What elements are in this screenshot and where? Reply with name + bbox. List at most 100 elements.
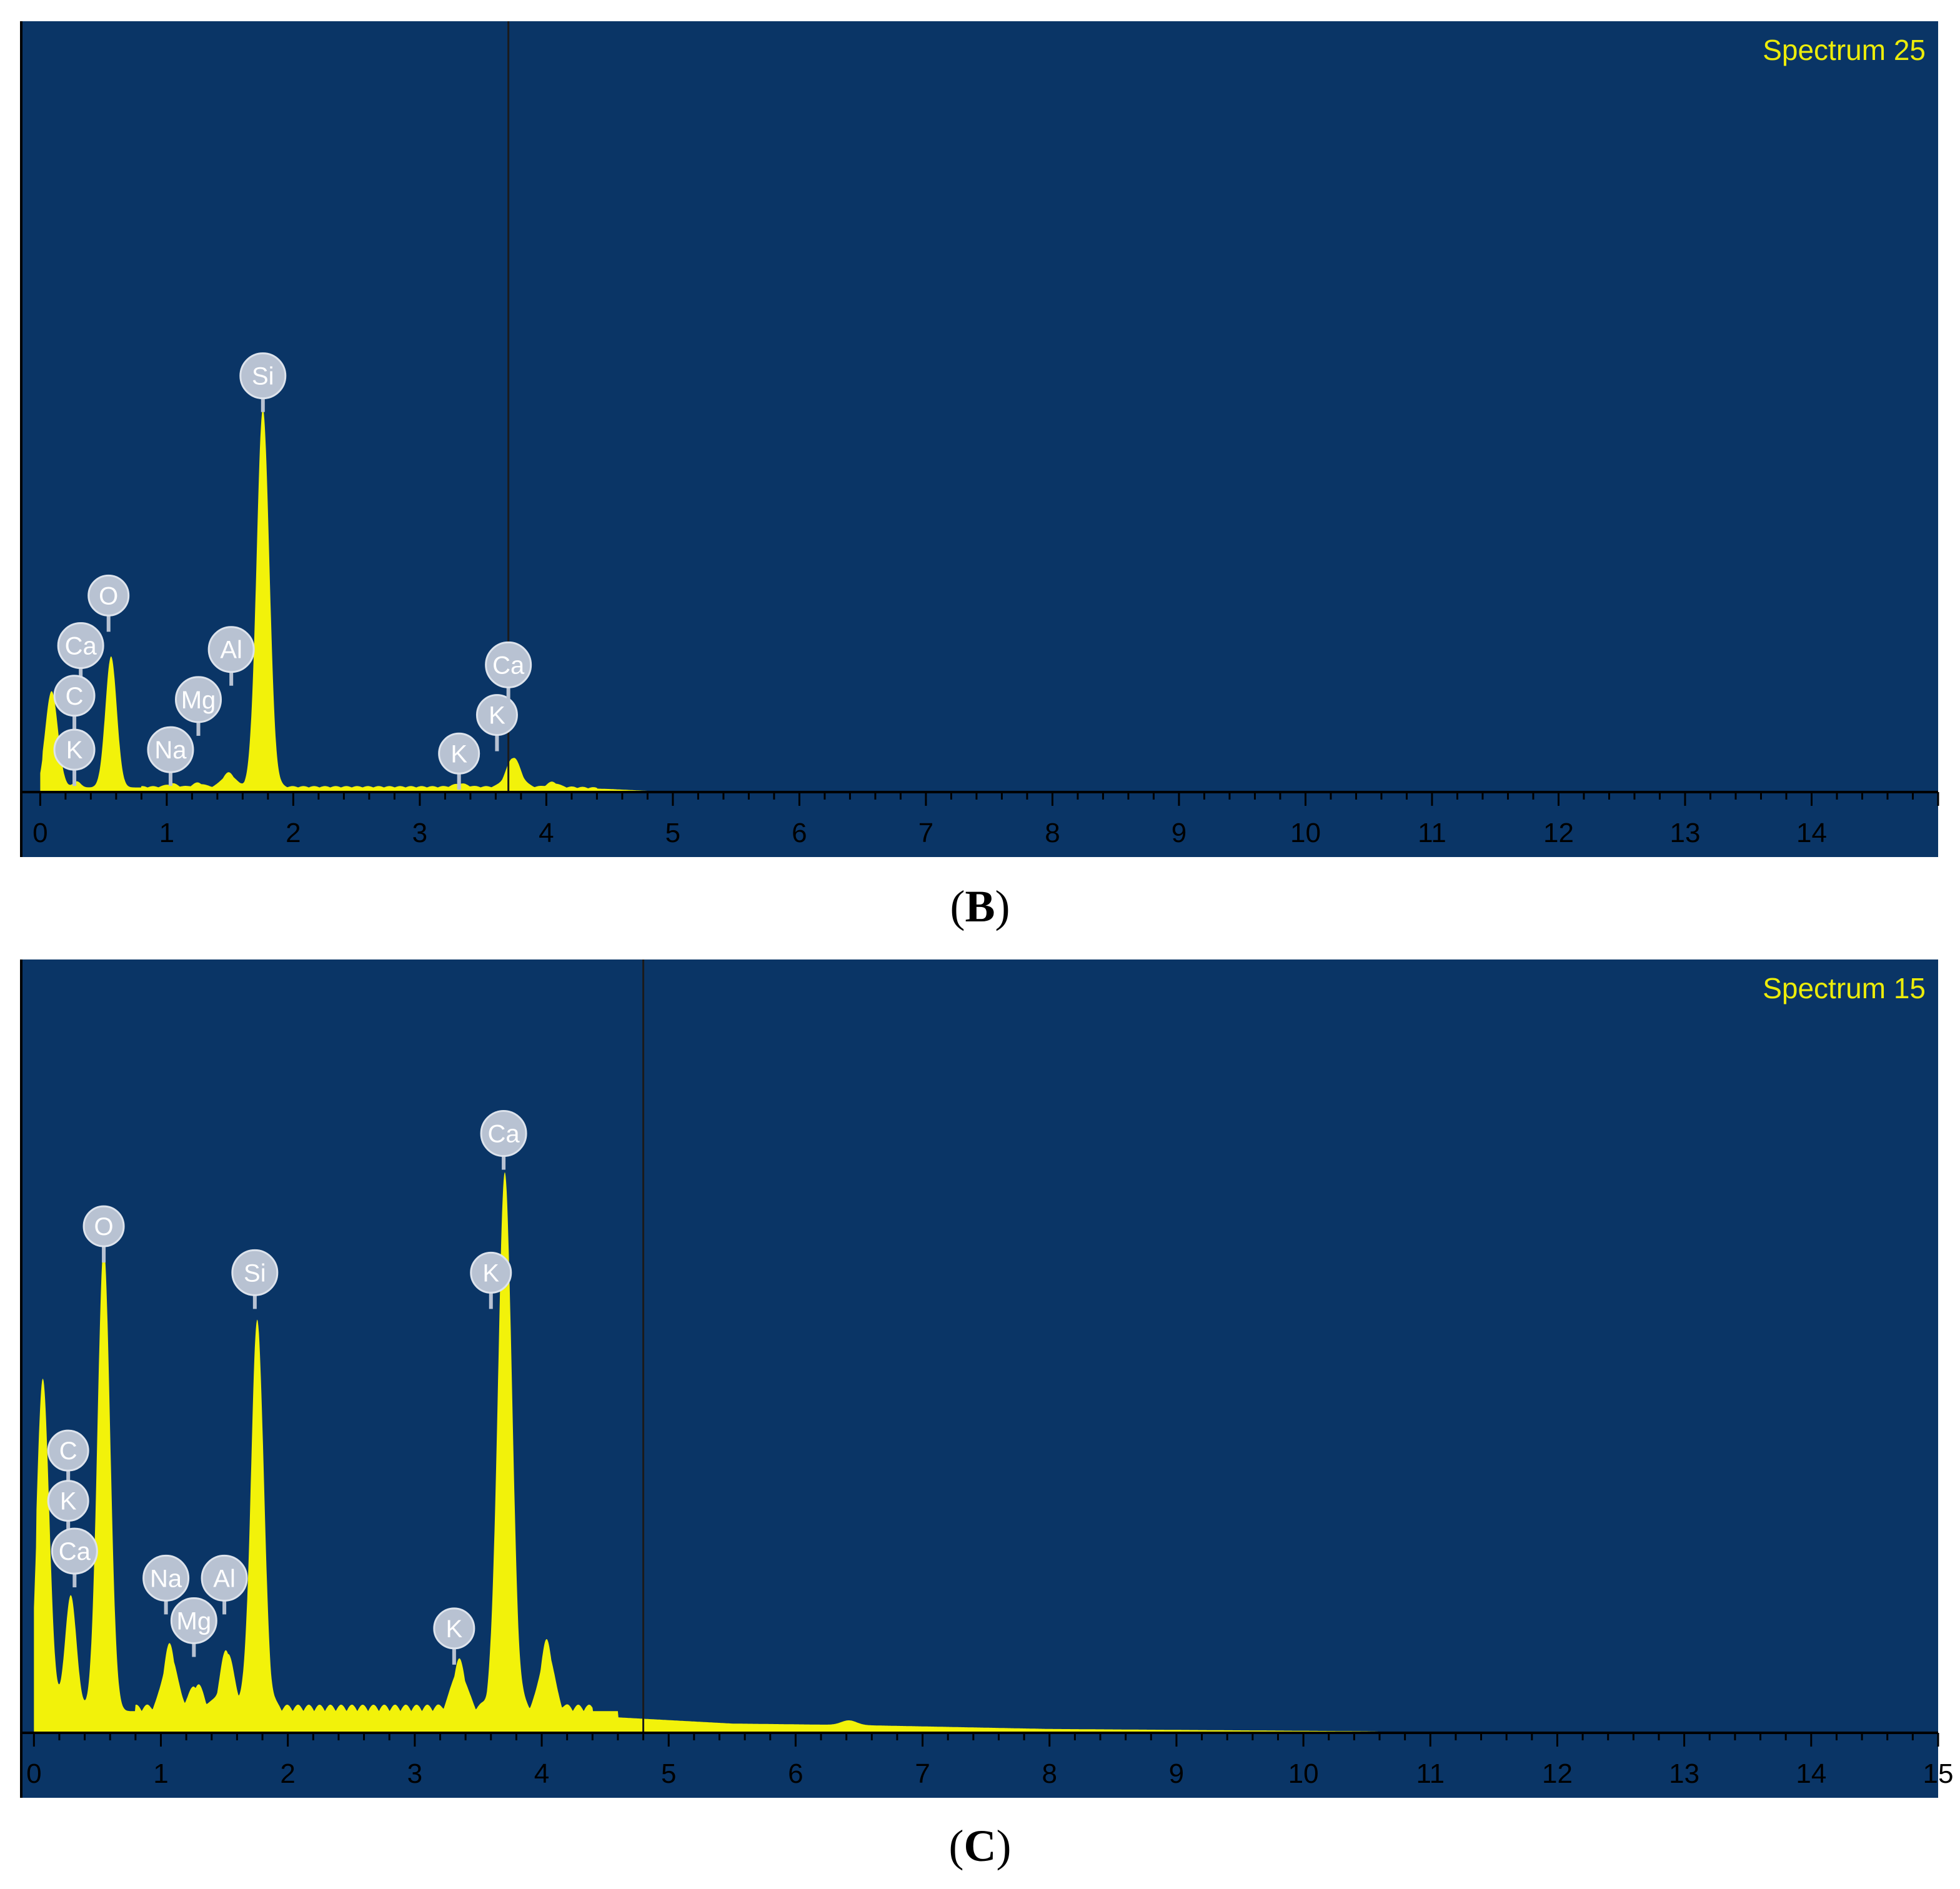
x-tick-label: 13 [1669, 1758, 1699, 1789]
element-label: Mg [177, 1607, 212, 1635]
element-label: Ca [59, 1538, 91, 1565]
spectrum-panel-c: 0 1 2 3 4 5 6 7 8 9 10 11 12 13 14 15 Spectrum 15 O C K Ca Na… [0, 943, 1960, 1889]
x-tick-label: 4 [539, 818, 554, 848]
marker-badge [485, 641, 532, 688]
element-marker: O [87, 574, 130, 632]
element-marker: Na [142, 1554, 190, 1615]
x-tick-label: 0 [26, 1758, 41, 1789]
panel-caption-b: (B) [950, 881, 1010, 931]
element-marker: K [475, 694, 518, 751]
x-tick-label: 5 [661, 1758, 676, 1789]
element-label: K [66, 736, 83, 764]
element-marker: Ca [57, 622, 104, 682]
x-tick-label: 1 [159, 818, 174, 848]
element-label: Na [154, 736, 187, 764]
x-tick-label: 10 [1288, 1758, 1319, 1789]
element-label: C [59, 1437, 77, 1465]
element-marker: Na [147, 726, 194, 786]
element-label: Si [244, 1259, 266, 1287]
x-tick-label: 6 [792, 818, 807, 848]
element-label: C [66, 683, 84, 710]
element-marker: K [53, 728, 96, 786]
x-tick-label: 8 [1045, 818, 1060, 848]
x-tick-label: 3 [412, 818, 427, 848]
marker-badge [51, 1527, 98, 1575]
marker-badge [475, 694, 518, 736]
x-tick-label: 12 [1542, 1758, 1573, 1789]
x-tick-label: 7 [915, 1758, 930, 1789]
x-tick-label: 1 [153, 1758, 168, 1789]
element-marker: Si [231, 1249, 279, 1309]
panel-caption-c: (C) [948, 1821, 1012, 1871]
x-tick-label: 13 [1670, 818, 1701, 848]
element-label: K [450, 740, 467, 768]
element-label: Si [252, 363, 274, 390]
x-tick-label: 11 [1418, 818, 1446, 848]
marker-badge [87, 574, 130, 617]
element-marker: Ca [485, 641, 532, 702]
element-label: O [99, 582, 118, 610]
element-label: K [489, 702, 505, 730]
x-tick-label: 4 [534, 1758, 549, 1789]
marker-badge [47, 1480, 89, 1522]
element-label: Ca [65, 633, 97, 660]
plot-background [21, 959, 1938, 1798]
marker-badge [53, 728, 96, 771]
marker-badge [147, 726, 194, 773]
plot-background [21, 21, 1938, 857]
marker-badge [470, 1251, 512, 1294]
element-label: Ca [492, 652, 525, 679]
element-marker: O [82, 1205, 125, 1263]
element-marker: Ca [480, 1110, 527, 1170]
x-tick-label: 10 [1290, 818, 1321, 848]
element-marker: K [47, 1480, 89, 1537]
x-tick-label: 8 [1042, 1758, 1057, 1789]
spectrum-name-label: Spectrum 25 [1763, 34, 1926, 66]
element-label: O [94, 1213, 114, 1241]
element-label: K [482, 1259, 499, 1287]
x-tick-label: 3 [407, 1758, 422, 1789]
spectrum-panel-b: 0 1 2 3 4 5 6 7 8 9 10 11 12 13 14 Spectrum 25 O Ca C K Na Mg… [20, 21, 1939, 931]
x-tick-label: 14 [1796, 1758, 1826, 1789]
element-label: Mg [181, 687, 216, 714]
spectrum-area [34, 1172, 1938, 1733]
marker-badge [438, 732, 480, 775]
x-tick-label: 6 [788, 1758, 803, 1789]
marker-badge [82, 1205, 125, 1247]
marker-badge [433, 1607, 475, 1650]
element-marker: Al [207, 626, 255, 686]
element-label: K [445, 1615, 462, 1643]
element-label: Al [220, 637, 242, 664]
element-label: Al [213, 1565, 236, 1592]
element-marker: Ca [51, 1527, 98, 1588]
element-label: Ca [488, 1121, 520, 1148]
element-marker: Si [239, 352, 287, 412]
x-tick-label: 7 [918, 818, 933, 848]
marker-badge [142, 1554, 190, 1602]
x-tick-label: 9 [1169, 1758, 1184, 1789]
x-tick-label: 0 [32, 818, 47, 848]
element-marker: K [470, 1251, 512, 1309]
marker-badge [47, 1429, 89, 1472]
x-tick-label: 14 [1796, 818, 1827, 848]
x-tick-label: 11 [1416, 1758, 1445, 1789]
x-tick-label: 12 [1543, 818, 1574, 848]
element-marker: Mg [170, 1597, 217, 1657]
x-tick-label: 15 [1923, 1758, 1954, 1789]
element-marker: C [53, 675, 96, 732]
element-marker: Al [201, 1554, 248, 1615]
marker-badge [231, 1249, 279, 1296]
marker-badge [175, 676, 222, 723]
marker-badge [239, 352, 287, 400]
x-tick-label: 2 [286, 818, 301, 848]
marker-badge [57, 622, 104, 670]
marker-badge [53, 675, 96, 717]
x-tick-label: 9 [1172, 818, 1186, 848]
element-marker: K [438, 732, 480, 790]
x-tick-label: 2 [280, 1758, 295, 1789]
marker-badge [201, 1554, 248, 1602]
x-tick-label: 5 [665, 818, 680, 848]
marker-badge [170, 1597, 217, 1644]
